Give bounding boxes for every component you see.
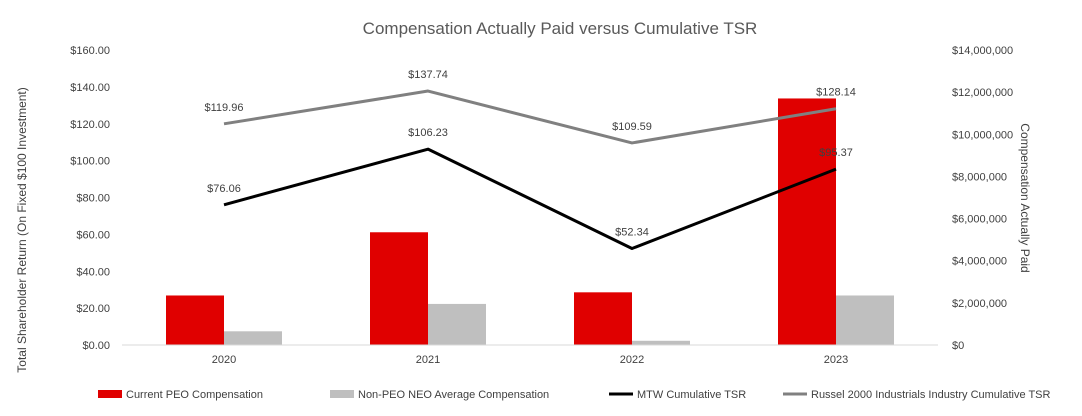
line-mtw-cumulative-tsr	[223, 147, 837, 250]
legend-label-russel-2000-industrials-industry-cumulative-tsr: Russel 2000 Industrials Industry Cumulat…	[811, 389, 1051, 401]
y-left-tick-label: $100.00	[70, 156, 110, 168]
bar-current-peo-compensation	[574, 292, 632, 345]
legend-label-current-peo-compensation: Current PEO Compensation	[126, 389, 263, 401]
bar-current-peo-compensation	[778, 98, 836, 345]
data-label: $76.06	[207, 183, 241, 195]
bar-current-peo-compensation	[370, 232, 428, 345]
x-tick-label: 2020	[212, 354, 236, 366]
bar-non-peo-neo-average-compensation	[836, 295, 894, 345]
bar-current-peo-compensation	[166, 295, 224, 345]
y-axis-right-label: Compensation Actually Paid	[1018, 123, 1032, 272]
data-label: $95.37	[819, 147, 853, 159]
data-label: $119.96	[205, 102, 244, 114]
ticks-layer: $0.00 $20.00 $40.00 $60.00 $80.00 $100.00 $120…	[70, 45, 1013, 366]
bars-layer	[166, 98, 894, 345]
x-tick-label: 2021	[416, 354, 440, 366]
data-label: $128.14	[816, 87, 856, 99]
y-right-tick-label: $6,000,000	[952, 214, 1007, 226]
legend-swatch-current-peo-compensation	[98, 390, 122, 398]
legend: Current PEO Compensation Non-PEO NEO Aver…	[98, 389, 1051, 401]
x-tick-label: 2022	[620, 354, 644, 366]
legend-swatch-non-peo-neo-average-compensation	[330, 390, 354, 398]
lines-layer	[223, 89, 837, 250]
y-right-tick-label: $12,000,000	[952, 87, 1013, 99]
chart-title: Compensation Actually Paid versus Cumula…	[363, 19, 758, 38]
legend-label-non-peo-neo-average-compensation: Non-PEO NEO Average Compensation	[358, 389, 549, 401]
line-russel-2000-industrials-industry-cumulative-tsr	[223, 89, 837, 145]
y-left-tick-label: $80.00	[76, 193, 110, 205]
legend-label-mtw-cumulative-tsr: MTW Cumulative TSR	[637, 389, 746, 401]
y-axis-left-label: Total Shareholder Return (On Fixed $100 …	[15, 87, 29, 372]
y-right-tick-label: $4,000,000	[952, 256, 1007, 268]
bar-non-peo-neo-average-compensation	[632, 340, 690, 345]
y-right-tick-label: $2,000,000	[952, 298, 1007, 310]
y-right-tick-label: $8,000,000	[952, 171, 1007, 183]
data-labels-layer: $76.06 $106.23 $52.34 $95.37 $119.96 $137.74 $…	[205, 69, 856, 238]
y-right-tick-label: $10,000,000	[952, 129, 1013, 141]
data-label: $106.23	[408, 127, 448, 139]
data-label: $52.34	[615, 226, 649, 238]
bar-non-peo-neo-average-compensation	[224, 331, 282, 345]
y-left-tick-label: $20.00	[76, 303, 110, 315]
y-right-tick-label: $0	[952, 340, 964, 352]
data-label: $109.59	[612, 121, 652, 133]
y-right-tick-label: $14,000,000	[952, 45, 1013, 57]
y-left-tick-label: $40.00	[76, 266, 110, 278]
y-left-tick-label: $60.00	[76, 229, 110, 241]
data-label: $137.74	[408, 69, 448, 81]
y-left-tick-label: $120.00	[70, 119, 110, 131]
y-left-tick-label: $0.00	[82, 340, 110, 352]
bar-non-peo-neo-average-compensation	[428, 303, 486, 345]
y-left-tick-label: $160.00	[70, 45, 110, 57]
y-left-tick-label: $140.00	[70, 82, 110, 94]
x-tick-label: 2023	[824, 354, 848, 366]
